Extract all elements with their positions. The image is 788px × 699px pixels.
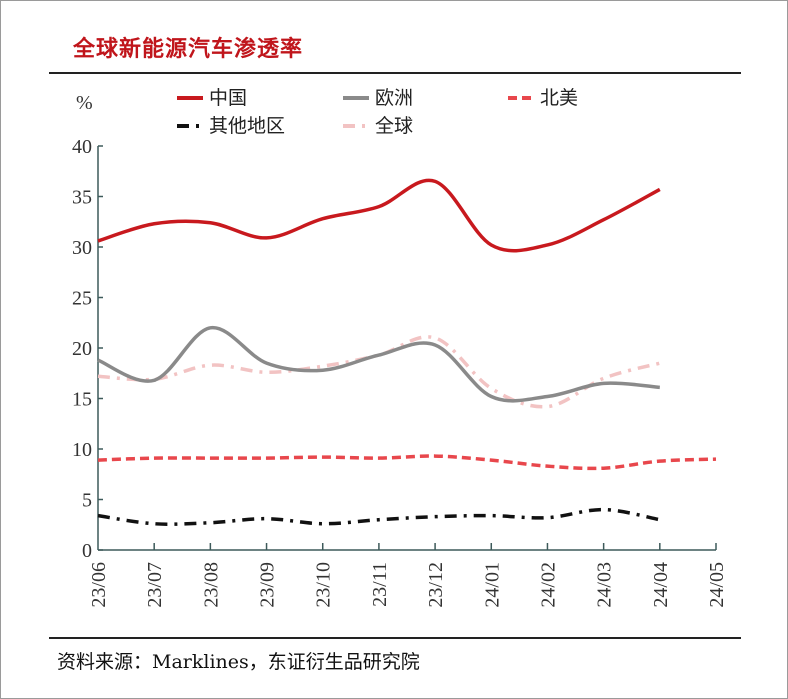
y-tick-label: 10: [72, 439, 92, 461]
legend-label: 中国: [209, 87, 247, 109]
legend-label: 北美: [540, 87, 578, 109]
x-tick-label: 23/12: [425, 562, 447, 608]
x-tick-label: 23/09: [257, 562, 279, 608]
source-divider: [49, 637, 741, 639]
series-line-4: [97, 335, 661, 409]
x-tick-label: 24/05: [706, 562, 728, 608]
series-line-0: [97, 178, 661, 253]
x-tick-label: 23/11: [369, 562, 391, 607]
x-tick-label: 24/02: [537, 562, 559, 608]
x-tick-label: 24/01: [481, 562, 503, 608]
x-tick-label: 23/10: [313, 562, 335, 608]
y-tick-label: 25: [72, 288, 92, 310]
series-line-2: [97, 454, 717, 471]
series-line-1: [97, 326, 660, 403]
y-tick-label: 5: [82, 490, 92, 512]
legend-label: 其他地区: [209, 115, 285, 137]
x-tick-label: 23/07: [144, 562, 166, 608]
y-tick-label: 0: [82, 540, 92, 562]
x-tick-label: 24/04: [650, 562, 672, 608]
series-line-3: [97, 507, 661, 526]
y-tick-label: 35: [72, 187, 92, 209]
title-divider: [49, 72, 741, 74]
y-tick-label: 40: [72, 136, 92, 158]
y-tick-label: 30: [72, 237, 92, 259]
x-tick-label: 23/06: [88, 562, 110, 608]
y-tick-label: 15: [72, 389, 92, 411]
y-axis-unit: %: [76, 92, 93, 114]
x-tick-label: 23/08: [200, 562, 222, 608]
x-tick-label: 24/03: [594, 562, 616, 608]
source-note: 资料来源：Marklines，东证衍生品研究院: [57, 651, 420, 673]
chart-title: 全球新能源汽车渗透率: [73, 36, 304, 62]
y-tick-label: 20: [72, 338, 92, 360]
legend-label: 欧洲: [375, 87, 413, 109]
legend-label: 全球: [375, 115, 413, 137]
